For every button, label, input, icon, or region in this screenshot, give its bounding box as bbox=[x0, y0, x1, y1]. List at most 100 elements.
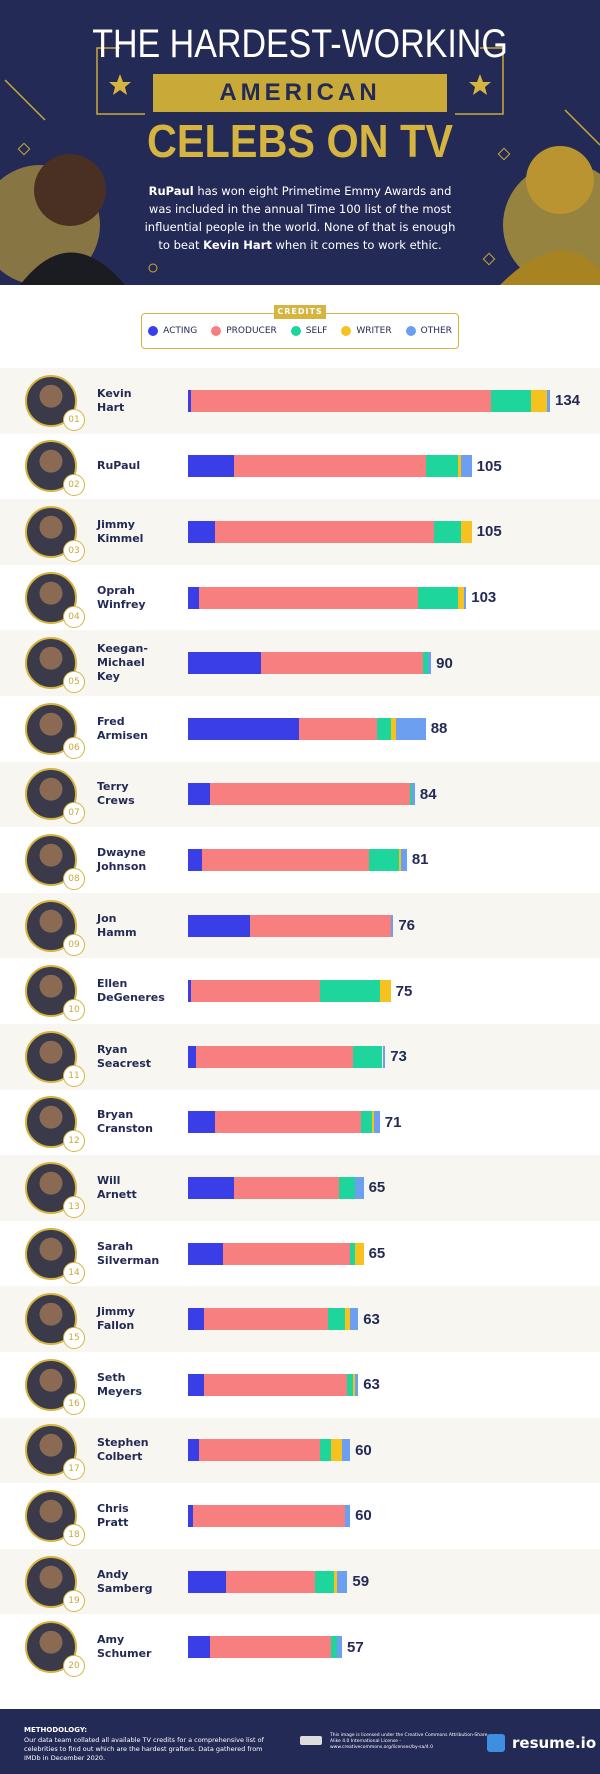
bar-segment bbox=[188, 1439, 199, 1462]
name: Seth Meyers bbox=[97, 1370, 143, 1398]
legend-swatch bbox=[405, 326, 416, 336]
bar-segment bbox=[260, 652, 424, 675]
rank: 13 bbox=[63, 1195, 85, 1218]
footer: METHODOLOGY: Our data team collated all … bbox=[0, 1709, 600, 1774]
legend-label: SELF bbox=[305, 326, 328, 336]
bar-segment bbox=[188, 914, 251, 937]
name: Chris Pratt bbox=[97, 1501, 129, 1529]
bar-segment bbox=[250, 914, 391, 937]
bar-segment bbox=[355, 1242, 364, 1265]
bar-segment bbox=[336, 1570, 348, 1593]
bar-segment bbox=[204, 1373, 348, 1396]
rank: 10 bbox=[63, 999, 85, 1022]
row: 09 Jon Hamm 76 bbox=[0, 892, 600, 959]
legend-item: SELF bbox=[290, 326, 328, 336]
name: Jon Hamm bbox=[97, 911, 137, 939]
title: THE HARDEST-WORKING bbox=[92, 22, 508, 66]
legend-label: PRODUCER bbox=[226, 326, 277, 336]
legend-title: CREDITS bbox=[274, 305, 326, 319]
name: Bryan Cranston bbox=[97, 1108, 153, 1136]
bar-segment bbox=[188, 848, 202, 871]
rank: 02 bbox=[63, 474, 85, 497]
bar-segment bbox=[198, 1439, 321, 1462]
bar-segment bbox=[298, 717, 378, 740]
bar-segment bbox=[188, 1111, 215, 1134]
legend-swatch bbox=[211, 326, 222, 336]
bar-segment bbox=[193, 1504, 345, 1527]
total-label: 103 bbox=[471, 589, 497, 607]
total-label: 81 bbox=[411, 851, 429, 869]
rank: 06 bbox=[63, 736, 85, 759]
bar-segment bbox=[188, 1373, 205, 1396]
bar-segment bbox=[196, 1045, 353, 1068]
bar-segment bbox=[188, 1504, 194, 1527]
bar-segment bbox=[314, 1570, 334, 1593]
bar-segment bbox=[188, 1242, 224, 1265]
row: 14 Sarah Silverman 65 bbox=[0, 1220, 600, 1287]
bar-segment bbox=[188, 520, 215, 543]
rank: 15 bbox=[63, 1327, 85, 1350]
bar-segment bbox=[374, 1111, 380, 1134]
bar-segment bbox=[463, 586, 467, 609]
photo bbox=[25, 1358, 77, 1411]
total-label: 105 bbox=[476, 457, 502, 475]
bar-segment bbox=[347, 1373, 353, 1396]
methodology-text: Our data team collated all available TV … bbox=[24, 1736, 264, 1762]
bar-segment bbox=[398, 848, 402, 871]
bar-segment bbox=[204, 1308, 329, 1331]
bar-segment bbox=[396, 717, 426, 740]
bar-segment bbox=[379, 980, 391, 1003]
row: 12 Bryan Cranston 71 bbox=[0, 1089, 600, 1156]
bar-segment bbox=[233, 455, 426, 478]
bar-segment bbox=[188, 783, 210, 806]
bar-segment bbox=[352, 1045, 383, 1068]
bar-segment bbox=[341, 1439, 351, 1462]
rank: 07 bbox=[63, 802, 85, 825]
bar-segment bbox=[188, 586, 199, 609]
row: 11 Ryan Seacrest 73 bbox=[0, 1024, 600, 1090]
bar-segment bbox=[333, 1570, 337, 1593]
row: 10 Ellen DeGeneres 75 bbox=[0, 958, 600, 1024]
legend-label: ACTING bbox=[163, 326, 198, 336]
total-label: 88 bbox=[430, 720, 448, 738]
rank: 03 bbox=[63, 539, 85, 562]
total-label: 73 bbox=[390, 1048, 407, 1066]
rank: 12 bbox=[63, 1130, 85, 1153]
logo-icon bbox=[487, 1734, 505, 1752]
total-label: 84 bbox=[419, 785, 437, 803]
bar-segment bbox=[188, 717, 299, 740]
bar-segment bbox=[433, 520, 461, 543]
bar-segment bbox=[188, 1045, 197, 1068]
row: 15 Jimmy Fallon 63 bbox=[0, 1286, 600, 1352]
bar-segment bbox=[215, 520, 434, 543]
rank: 04 bbox=[63, 605, 85, 628]
row: 07 Terry Crews 84 bbox=[0, 761, 600, 828]
logo: resume.io bbox=[512, 1734, 597, 1752]
rank: 20 bbox=[63, 1655, 85, 1678]
bar-segment bbox=[547, 389, 550, 412]
name: Fred Armisen bbox=[97, 714, 149, 742]
bar-segment bbox=[417, 586, 459, 609]
row: 08 Dwayne Johnson 81 bbox=[0, 827, 600, 893]
name: Keegan-Michael Key bbox=[97, 642, 148, 684]
rank: 16 bbox=[63, 1392, 85, 1415]
bar-segment bbox=[209, 1636, 332, 1659]
bar-segment bbox=[460, 455, 472, 478]
name: Jimmy Kimmel bbox=[97, 517, 144, 545]
total-label: 59 bbox=[352, 1573, 370, 1591]
row: 04 Oprah Winfrey 103 bbox=[0, 564, 600, 631]
bar-segment bbox=[188, 389, 191, 412]
bar-segment bbox=[225, 1570, 315, 1593]
bar-segment bbox=[425, 455, 459, 478]
row: 05 Keegan-Michael Key 90 bbox=[0, 630, 600, 696]
name: Andy Samberg bbox=[97, 1567, 153, 1595]
bar-segment bbox=[458, 455, 461, 478]
legend-item: PRODUCER bbox=[211, 326, 277, 336]
total-label: 90 bbox=[436, 654, 453, 672]
total-label: 60 bbox=[355, 1441, 372, 1459]
total-label: 57 bbox=[346, 1638, 364, 1656]
row: 16 Seth Meyers 63 bbox=[0, 1352, 600, 1418]
total-label: 134 bbox=[555, 392, 581, 410]
total-label: 63 bbox=[363, 1310, 380, 1328]
